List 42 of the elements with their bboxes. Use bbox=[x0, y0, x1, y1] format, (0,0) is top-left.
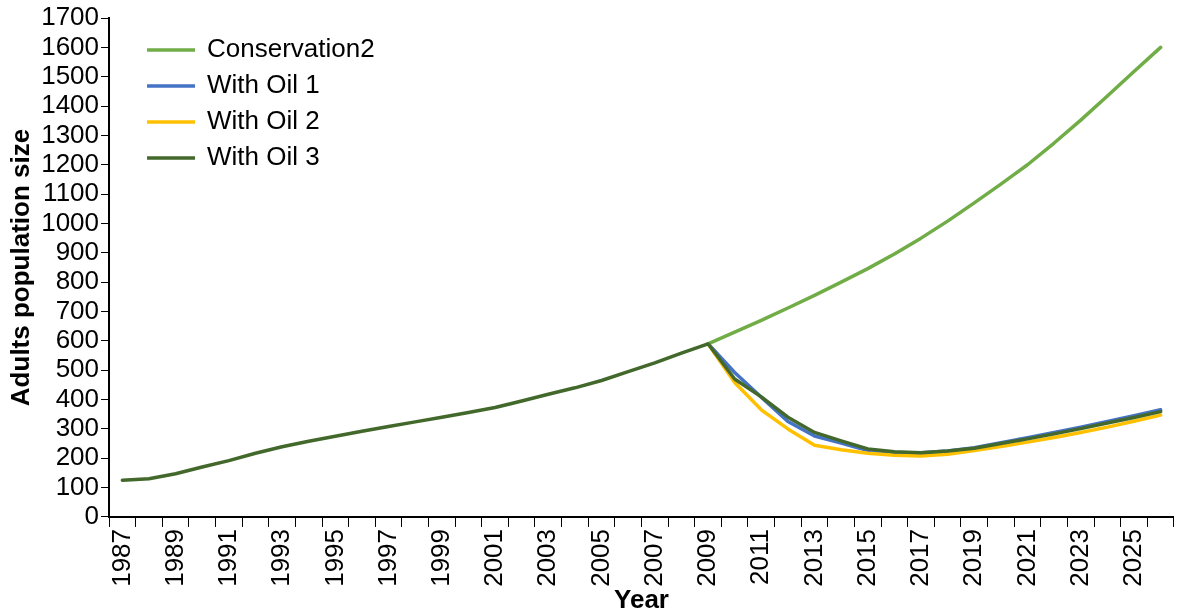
y-tick-label: 900 bbox=[55, 235, 100, 266]
y-tick-label: 800 bbox=[55, 265, 100, 296]
y-tick-label: 400 bbox=[55, 382, 100, 413]
x-tick-label: 2017 bbox=[904, 528, 935, 587]
y-tick-label: 1400 bbox=[41, 89, 100, 120]
y-tick-label: 0 bbox=[84, 500, 100, 531]
legend-label: With Oil 1 bbox=[207, 69, 320, 100]
x-tick-label: 2003 bbox=[531, 528, 562, 587]
y-tick-label: 300 bbox=[55, 412, 100, 443]
x-tick-label: 1989 bbox=[158, 528, 189, 587]
y-tick-label: 1700 bbox=[41, 1, 100, 32]
x-tick-label: 1997 bbox=[371, 528, 402, 587]
x-tick-label: 1987 bbox=[105, 528, 136, 587]
legend-label: Conservation2 bbox=[207, 33, 375, 64]
legend-label: With Oil 2 bbox=[207, 105, 320, 136]
y-tick-label: 1000 bbox=[41, 206, 100, 237]
y-tick-label: 1200 bbox=[41, 147, 100, 178]
x-tick-label: 2011 bbox=[744, 528, 775, 585]
y-tick-label: 100 bbox=[55, 470, 100, 501]
x-tick-label: 2023 bbox=[1063, 528, 1094, 587]
x-tick-label: 2015 bbox=[850, 528, 881, 587]
x-tick-label: 2005 bbox=[584, 528, 615, 587]
x-tick-label: 1991 bbox=[212, 528, 243, 587]
legend-label: With Oil 3 bbox=[207, 141, 320, 172]
x-tick-label: 1993 bbox=[265, 528, 296, 587]
x-tick-label: 2009 bbox=[691, 528, 722, 587]
x-tick-label: 1995 bbox=[318, 528, 349, 587]
x-tick-label: 2025 bbox=[1117, 528, 1148, 587]
x-tick-label: 2001 bbox=[478, 528, 509, 587]
y-axis-title: Adults population size bbox=[4, 128, 35, 407]
x-tick-label: 2019 bbox=[957, 528, 988, 587]
y-tick-label: 1600 bbox=[41, 30, 100, 61]
x-tick-label: 2021 bbox=[1010, 528, 1041, 587]
y-tick-label: 700 bbox=[55, 294, 100, 325]
y-tick-label: 500 bbox=[55, 353, 100, 384]
y-tick-label: 1100 bbox=[43, 177, 100, 208]
x-tick-label: 1999 bbox=[424, 528, 455, 587]
y-tick-label: 1300 bbox=[41, 118, 100, 149]
x-tick-label: 2013 bbox=[797, 528, 828, 587]
y-tick-label: 200 bbox=[55, 441, 100, 472]
y-tick-label: 600 bbox=[55, 324, 100, 355]
y-tick-label: 1500 bbox=[41, 59, 100, 90]
